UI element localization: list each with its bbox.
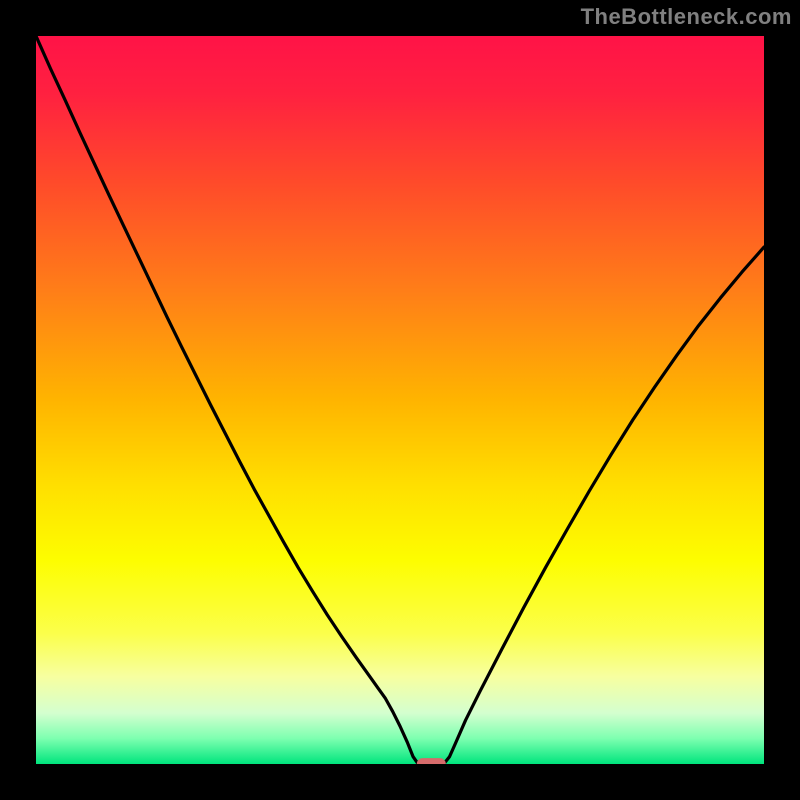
plot-background: [36, 36, 764, 764]
watermark-text: TheBottleneck.com: [581, 4, 792, 30]
chart-canvas: TheBottleneck.com: [0, 0, 800, 800]
bottleneck-chart-svg: [0, 0, 800, 800]
